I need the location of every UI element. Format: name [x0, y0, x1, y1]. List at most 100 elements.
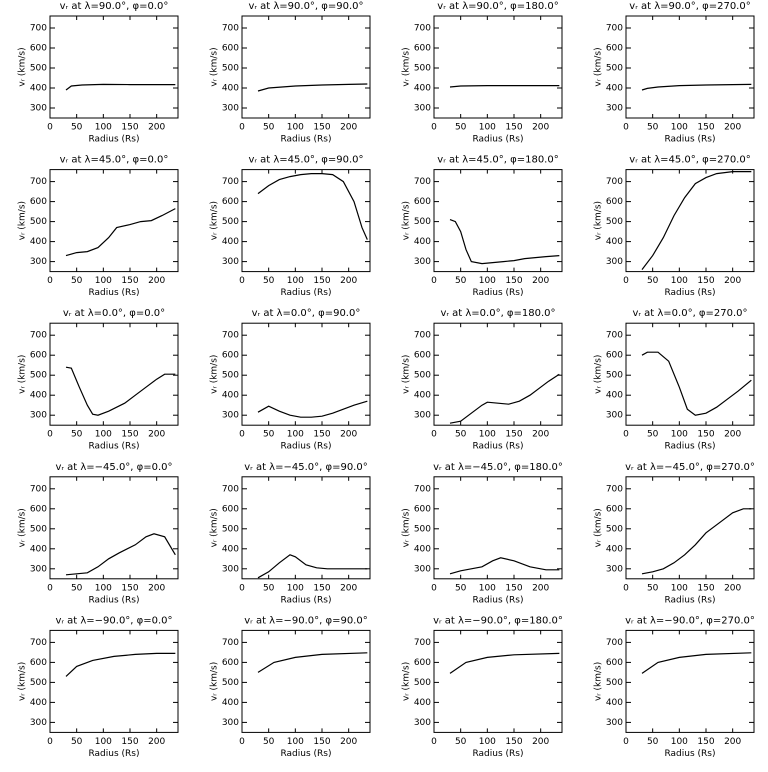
- y-tick-label: 300: [222, 411, 239, 421]
- panel: vᵣ at λ=0.0°, φ=270.0° 0 50 100 150 200 300 400…: [594, 308, 755, 452]
- y-axis-label: vᵣ (km/s): [594, 662, 604, 701]
- x-tick-label: 100: [479, 123, 496, 133]
- x-tick-label: 100: [287, 276, 304, 286]
- x-tick-label: 200: [532, 123, 549, 133]
- x-tick-label: 0: [47, 737, 53, 747]
- x-tick-label: 100: [479, 583, 496, 593]
- data-line: [449, 85, 560, 88]
- x-tick-label: 150: [505, 276, 522, 286]
- y-tick-label: 700: [222, 177, 239, 187]
- panel-title: vᵣ at λ=−90.0°, φ=0.0°: [55, 615, 172, 626]
- x-tick-label: 50: [455, 737, 467, 747]
- y-tick-label: 500: [606, 64, 623, 74]
- x-axis-label: Radius (Rs): [280, 749, 331, 759]
- panel-title: vᵣ at λ=45.0°, φ=90.0°: [248, 155, 363, 166]
- plot-frame: [241, 169, 371, 273]
- x-tick-label: 150: [697, 123, 714, 133]
- plot-frame: [241, 15, 371, 119]
- panel: vᵣ at λ=−90.0°, φ=0.0° 0 50 100 150 200 300 400…: [18, 615, 179, 759]
- x-axis-label: Radius (Rs): [88, 442, 139, 452]
- y-tick-label: 600: [414, 658, 431, 668]
- x-tick-label: 200: [148, 430, 165, 440]
- y-tick-label: 500: [30, 371, 47, 381]
- y-tick-label: 300: [222, 718, 239, 728]
- y-tick-label: 400: [414, 391, 431, 401]
- y-tick-label: 500: [222, 678, 239, 688]
- y-tick-label: 400: [222, 698, 239, 708]
- plot-frame: [49, 476, 179, 580]
- data-line: [65, 208, 176, 257]
- x-tick-label: 50: [71, 737, 83, 747]
- x-tick-label: 0: [431, 123, 437, 133]
- y-tick-label: 500: [30, 64, 47, 74]
- data-line: [257, 652, 368, 673]
- y-tick-label: 700: [30, 638, 47, 648]
- panel: vᵣ at λ=−45.0°, φ=0.0° 0 50 100 150 200 300 400…: [18, 462, 179, 605]
- y-tick-label: 300: [30, 564, 47, 574]
- x-tick-label: 100: [479, 430, 496, 440]
- panel-title: vᵣ at λ=−45.0°, φ=270.0°: [625, 462, 755, 473]
- x-tick-label: 100: [479, 276, 496, 286]
- x-tick-label: 200: [340, 737, 357, 747]
- panel-title: vᵣ at λ=45.0°, φ=270.0°: [629, 155, 750, 166]
- y-tick-label: 300: [414, 411, 431, 421]
- y-tick-label: 500: [606, 678, 623, 688]
- panel-title: vᵣ at λ=−45.0°, φ=90.0°: [244, 462, 367, 473]
- x-tick-label: 50: [263, 583, 275, 593]
- x-tick-label: 100: [479, 737, 496, 747]
- x-tick-label: 150: [313, 430, 330, 440]
- x-tick-label: 50: [263, 276, 275, 286]
- x-axis-label: Radius (Rs): [664, 135, 715, 145]
- plot-frame: [241, 322, 371, 426]
- y-tick-label: 700: [606, 177, 623, 187]
- y-tick-label: 500: [414, 678, 431, 688]
- plot-frame: [49, 15, 179, 119]
- y-tick-label: 600: [606, 44, 623, 54]
- data-line: [257, 83, 368, 92]
- data-line: [257, 173, 368, 240]
- x-tick-label: 100: [287, 737, 304, 747]
- x-tick-label: 150: [121, 737, 138, 747]
- y-tick-label: 700: [606, 24, 623, 34]
- y-axis-label: vᵣ (km/s): [402, 508, 412, 547]
- x-tick-label: 100: [95, 583, 112, 593]
- x-tick-label: 200: [724, 430, 741, 440]
- y-tick-label: 400: [30, 698, 47, 708]
- x-tick-label: 100: [671, 276, 688, 286]
- x-axis-label: Radius (Rs): [472, 135, 523, 145]
- x-tick-label: 50: [71, 123, 83, 133]
- x-tick-label: 200: [724, 123, 741, 133]
- x-tick-label: 100: [95, 123, 112, 133]
- x-tick-label: 200: [148, 276, 165, 286]
- y-tick-label: 600: [414, 504, 431, 514]
- x-tick-label: 0: [239, 583, 245, 593]
- x-axis-label: Radius (Rs): [472, 442, 523, 452]
- x-tick-label: 200: [148, 123, 165, 133]
- panel: vᵣ at λ=45.0°, φ=180.0° 0 50 100 150 200 300 40…: [402, 155, 563, 298]
- y-tick-label: 400: [414, 698, 431, 708]
- y-tick-label: 300: [414, 257, 431, 267]
- plot-frame: [433, 322, 563, 426]
- y-tick-label: 700: [30, 24, 47, 34]
- data-line: [65, 83, 176, 91]
- panel-title: vᵣ at λ=−45.0°, φ=180.0°: [433, 462, 563, 473]
- panel-title: vᵣ at λ=0.0°, φ=90.0°: [252, 308, 361, 319]
- data-line: [449, 373, 560, 424]
- y-tick-label: 700: [222, 331, 239, 341]
- y-tick-label: 500: [606, 524, 623, 534]
- panel-title: vᵣ at λ=−90.0°, φ=180.0°: [433, 615, 563, 626]
- y-tick-label: 600: [222, 44, 239, 54]
- x-tick-label: 0: [623, 276, 629, 286]
- y-tick-label: 700: [606, 484, 623, 494]
- y-tick-label: 300: [414, 718, 431, 728]
- y-tick-label: 600: [30, 197, 47, 207]
- panel-title: vᵣ at λ=90.0°, φ=90.0°: [248, 1, 363, 12]
- x-tick-label: 150: [697, 430, 714, 440]
- x-tick-label: 200: [532, 583, 549, 593]
- x-tick-label: 150: [313, 583, 330, 593]
- y-tick-label: 600: [222, 197, 239, 207]
- y-tick-label: 400: [30, 84, 47, 94]
- y-axis-label: vᵣ (km/s): [210, 662, 220, 701]
- x-tick-label: 200: [532, 430, 549, 440]
- x-tick-label: 100: [671, 737, 688, 747]
